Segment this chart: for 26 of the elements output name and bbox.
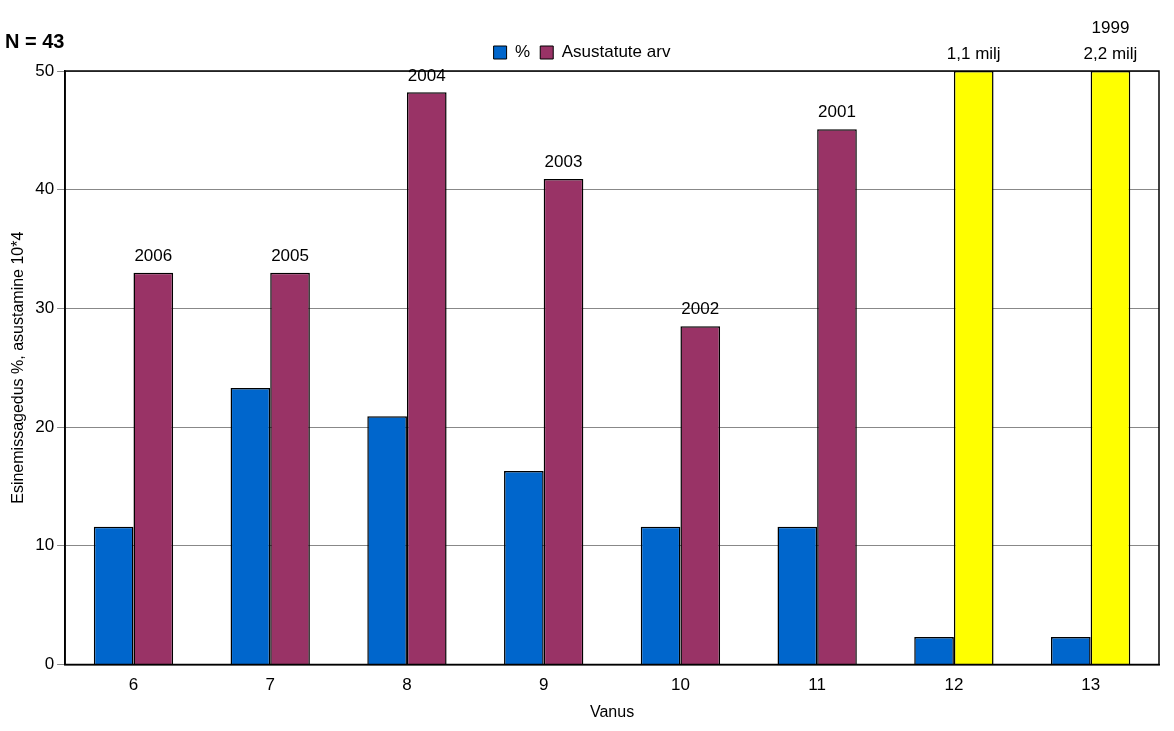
x-tick-label: 9: [538, 675, 549, 695]
y-tick-label: 40: [35, 179, 55, 199]
x-tick-label: 13: [1081, 675, 1101, 695]
annotation: 2003: [544, 152, 583, 172]
y-tick-label: 20: [35, 416, 55, 436]
annotation: 2001: [818, 102, 856, 122]
annotation: 1999 2,2 milj: [1083, 18, 1138, 64]
y-tick-label: 50: [35, 60, 55, 80]
y-tick-label: 10: [35, 535, 55, 555]
chart-title: N = 43: [5, 29, 65, 52]
x-tick-label: 7: [265, 675, 275, 695]
x-tick-label: 11: [808, 675, 826, 695]
x-tick-label: 10: [670, 675, 690, 695]
annotation: 2005: [271, 245, 309, 265]
annotation: 2006: [134, 245, 173, 265]
x-tick-label: 6: [128, 675, 139, 695]
annotation: 2002: [681, 299, 720, 319]
y-tick-label: 0: [44, 654, 55, 674]
y-axis-title: Esinemissagedus %, asustamine 10*4: [9, 231, 27, 504]
x-tick-label: 8: [402, 675, 412, 695]
y-tick-label: 30: [35, 298, 55, 318]
legend-label: Asustatute arv: [561, 42, 671, 62]
x-axis-title: Vanus: [589, 702, 635, 720]
legend-label: %: [515, 42, 531, 62]
x-tick-label: 12: [944, 675, 964, 695]
annotation: 1,1 milj: [946, 44, 1001, 64]
